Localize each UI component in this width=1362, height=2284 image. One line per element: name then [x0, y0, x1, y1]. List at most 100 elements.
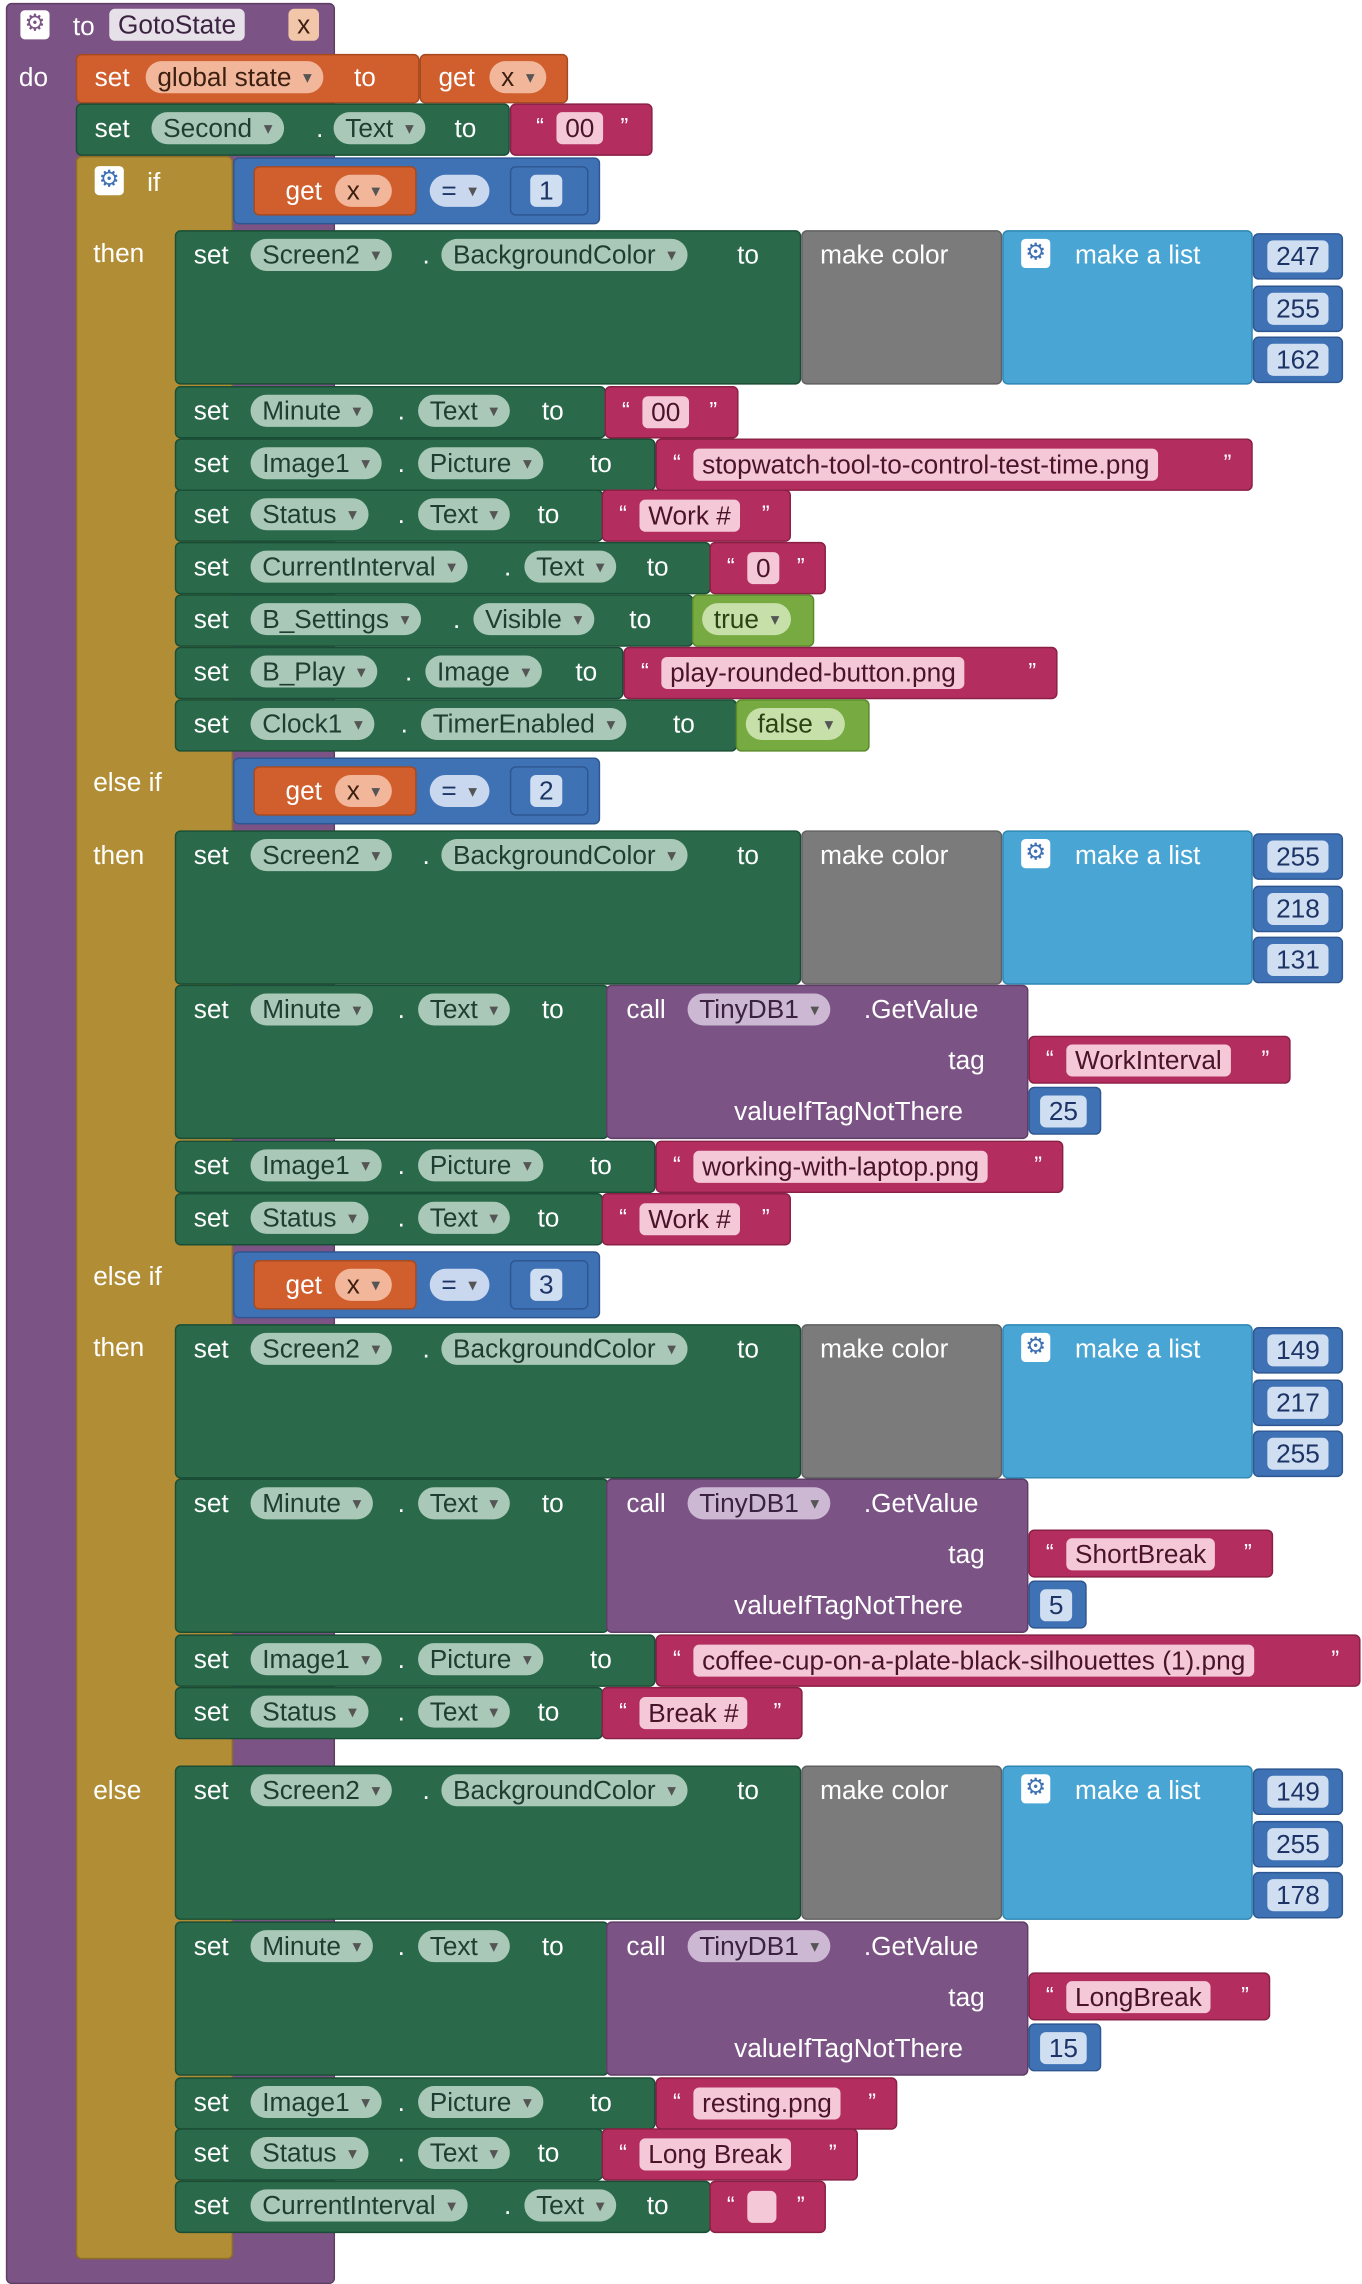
operator-dropdown[interactable]: = [430, 775, 489, 807]
text-value-field[interactable]: 00 [642, 396, 689, 428]
set-second-text-block[interactable] [76, 103, 510, 155]
component-dropdown[interactable]: Screen2 [251, 1774, 392, 1806]
component-dropdown[interactable]: CurrentInterval [251, 2189, 468, 2221]
property-dropdown[interactable]: Text [418, 1487, 510, 1519]
text-value-field[interactable]: working-with-laptop.png [693, 1151, 987, 1183]
property-dropdown[interactable]: BackgroundColor [441, 839, 687, 871]
list-mutator-gear-icon[interactable]: ⚙ [1021, 239, 1050, 268]
property-dropdown[interactable]: Picture [418, 1643, 543, 1675]
tinydb-component-dropdown[interactable]: TinyDB1 [688, 993, 831, 1025]
property-dropdown[interactable]: Text [418, 1696, 510, 1728]
component-dropdown[interactable]: B_Play [251, 656, 378, 688]
number-value-field[interactable]: 25 [1040, 1095, 1087, 1127]
number-value-field[interactable]: 255 [1267, 841, 1328, 873]
number-value-field[interactable]: 255 [1267, 292, 1328, 324]
property-dropdown[interactable]: Text [418, 1202, 510, 1234]
component-dropdown[interactable]: Image1 [251, 1149, 382, 1181]
operator-dropdown[interactable]: = [430, 175, 489, 207]
number-value-field[interactable]: 15 [1040, 2032, 1087, 2064]
if-mutator-gear-icon[interactable]: ⚙ [95, 166, 124, 195]
text-value-field[interactable]: resting.png [693, 2087, 840, 2119]
text-value-field[interactable]: 00 [556, 112, 603, 144]
property-dropdown[interactable]: Picture [418, 2086, 543, 2118]
component-dropdown[interactable]: Screen2 [251, 1333, 392, 1365]
property-dropdown[interactable]: TimerEnabled [421, 708, 627, 740]
list-mutator-gear-icon[interactable]: ⚙ [1021, 1774, 1050, 1803]
get-variable-dropdown[interactable]: x [335, 1269, 392, 1301]
property-dropdown[interactable]: Image [425, 656, 542, 688]
get-variable-dropdown[interactable]: x [335, 175, 392, 207]
component-dropdown[interactable]: Status [251, 2137, 369, 2169]
property-dropdown[interactable]: Text [418, 993, 510, 1025]
tinydb-component-dropdown[interactable]: TinyDB1 [688, 1487, 831, 1519]
set-play-image-block[interactable] [175, 647, 624, 699]
number-value-field[interactable]: 5 [1040, 1589, 1072, 1621]
component-dropdown[interactable]: Minute [251, 1930, 373, 1962]
component-dropdown[interactable]: Image1 [251, 447, 382, 479]
text-value-field[interactable]: Break # [639, 1697, 747, 1729]
text-value-field[interactable]: LongBreak [1066, 1980, 1210, 2012]
property-dropdown[interactable]: BackgroundColor [441, 1774, 687, 1806]
component-dropdown[interactable]: Image1 [251, 1643, 382, 1675]
number-value-field[interactable]: 149 [1267, 1334, 1328, 1366]
property-dropdown[interactable]: BackgroundColor [441, 1333, 687, 1365]
set-image-picture-block[interactable] [175, 2077, 656, 2129]
text-value-field[interactable]: play-rounded-button.png [661, 657, 964, 689]
component-dropdown[interactable]: Minute [251, 993, 373, 1025]
tinydb-component-dropdown[interactable]: TinyDB1 [688, 1930, 831, 1962]
component-dropdown[interactable]: Screen2 [251, 839, 392, 871]
text-value-field[interactable] [747, 2191, 776, 2223]
property-dropdown[interactable]: Text [418, 498, 510, 530]
text-value-field[interactable]: ShortBreak [1066, 1538, 1215, 1570]
get-variable-dropdown[interactable]: x [335, 775, 392, 807]
number-value-field[interactable]: 131 [1267, 944, 1328, 976]
property-dropdown[interactable]: Text [418, 395, 510, 427]
number-value-field[interactable]: 1 [530, 175, 562, 207]
number-value-field[interactable]: 217 [1267, 1386, 1328, 1418]
property-dropdown[interactable]: Text [334, 112, 426, 144]
global-variable-dropdown[interactable]: global state [146, 61, 324, 93]
operator-dropdown[interactable]: = [430, 1269, 489, 1301]
procedure-name-field[interactable]: GotoState [109, 9, 245, 41]
property-dropdown[interactable]: Picture [418, 1149, 543, 1181]
property-dropdown[interactable]: Text [524, 2189, 616, 2221]
set-image-picture-block[interactable] [175, 1634, 656, 1686]
component-dropdown[interactable]: Minute [251, 1487, 373, 1519]
number-value-field[interactable]: 255 [1267, 1438, 1328, 1470]
text-value-field[interactable]: Work # [639, 1203, 739, 1235]
number-value-field[interactable]: 255 [1267, 1827, 1328, 1859]
set-image-picture-block[interactable] [175, 1141, 656, 1193]
property-dropdown[interactable]: Text [418, 2137, 510, 2169]
boolean-dropdown[interactable]: true [702, 603, 791, 635]
component-dropdown[interactable]: Second [151, 112, 284, 144]
number-value-field[interactable]: 247 [1267, 240, 1328, 272]
set-image-picture-block[interactable] [175, 438, 656, 490]
component-dropdown[interactable]: B_Settings [251, 603, 422, 635]
number-value-field[interactable]: 3 [530, 1269, 562, 1301]
component-dropdown[interactable]: CurrentInterval [251, 551, 468, 583]
property-dropdown[interactable]: Text [524, 551, 616, 583]
property-dropdown[interactable]: BackgroundColor [441, 239, 687, 271]
number-value-field[interactable]: 149 [1267, 1776, 1328, 1808]
component-dropdown[interactable]: Status [251, 1696, 369, 1728]
text-value-field[interactable]: WorkInterval [1066, 1044, 1230, 1076]
number-value-field[interactable]: 2 [530, 775, 562, 807]
text-value-field[interactable]: coffee-cup-on-a-plate-black-silhouettes … [693, 1645, 1254, 1677]
text-value-field[interactable]: stopwatch-tool-to-control-test-time.png [693, 449, 1158, 481]
text-value-field[interactable]: 0 [747, 552, 779, 584]
component-dropdown[interactable]: Screen2 [251, 239, 392, 271]
number-value-field[interactable]: 162 [1267, 344, 1328, 376]
property-dropdown[interactable]: Visible [473, 603, 593, 635]
number-value-field[interactable]: 178 [1267, 1879, 1328, 1911]
list-mutator-gear-icon[interactable]: ⚙ [1021, 1333, 1050, 1362]
parameter-x-field[interactable]: x [288, 9, 319, 41]
component-dropdown[interactable]: Minute [251, 395, 373, 427]
component-dropdown[interactable]: Status [251, 1202, 369, 1234]
component-dropdown[interactable]: Status [251, 498, 369, 530]
property-dropdown[interactable]: Text [418, 1930, 510, 1962]
property-dropdown[interactable]: Picture [418, 447, 543, 479]
list-mutator-gear-icon[interactable]: ⚙ [1021, 839, 1050, 868]
get-variable-dropdown[interactable]: x [489, 61, 546, 93]
number-value-field[interactable]: 218 [1267, 892, 1328, 924]
component-dropdown[interactable]: Image1 [251, 2086, 382, 2118]
